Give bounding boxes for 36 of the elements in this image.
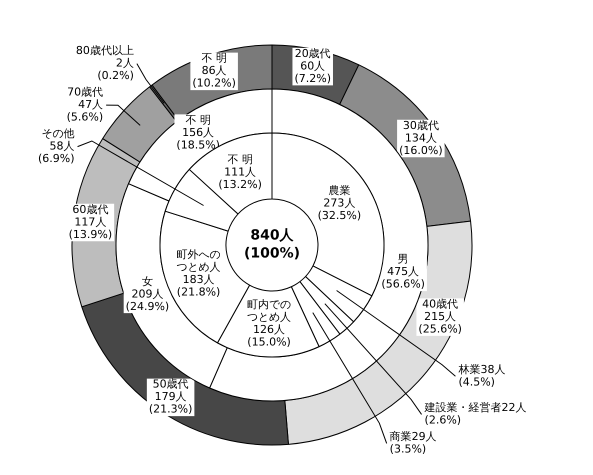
data-label: 60人 (7.2%) [294,59,331,85]
slice-label: 不 明 [185,114,211,127]
slice-label: 町外へのつとめ人 [176,248,221,274]
slice-label: 町内でのつとめ人 [247,298,292,324]
data-label: 86人 (10.2%) [192,64,236,90]
slice-label: 40歳代 [422,297,458,310]
slice-label: その他 [42,126,75,140]
slice-label: 60歳代 [72,202,108,216]
data-label: 179人 (21.3%) [148,390,192,416]
slice-label: 70歳代 [67,85,104,98]
slice-label: 80歳代以上 [76,44,134,57]
data-label: 134人 (16.0%) [399,131,443,157]
slice-label: 林業38人 (4.5%) [457,362,506,388]
data-label: 58人 (6.9%) [38,139,75,165]
data-label: 47人 (5.6%) [66,98,104,124]
data-label: 2人 (0.2%) [97,56,134,82]
data-label: 126人 (15.0%) [247,323,291,349]
slice-label: 農業 [328,184,350,198]
data-label: 215人 (25.6%) [418,310,462,336]
data-label: 117人 (13.9%) [68,215,112,241]
slice-label: 20歳代 [294,46,331,60]
slice-label: 不 明 [227,153,253,166]
slice-label: 女 [142,274,153,288]
data-label: 475人 (56.6%) [381,265,425,291]
slice-label: 男 [398,252,409,266]
data-label: 273人 (32.5%) [318,196,362,222]
slice-label: 建設業・経営者22人 (2.6%) [424,401,527,427]
slice-label: 商業29人 (3.5%) [390,430,437,456]
slice-label: 不 明 [201,52,227,65]
data-label: 183人 (21.8%) [176,273,220,299]
slice-label: 30歳代 [402,118,439,132]
data-label: 111人 (13.2%) [218,166,262,192]
data-label: 209人 (24.9%) [126,287,170,313]
data-label: 156人 (18.5%) [176,126,220,152]
slice-label: 50歳代 [152,378,189,391]
text: 840人 (100%) [244,228,300,262]
